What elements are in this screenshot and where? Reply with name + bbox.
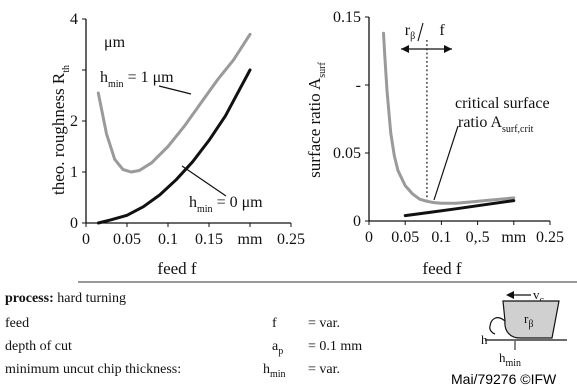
left-y-unit: μm [104, 34, 126, 51]
process-title-rest: hard turning [54, 291, 126, 306]
chart-1-x-tick-label-1: 0.05 [391, 229, 419, 246]
process-row-depth-symbol-sub: p [278, 346, 283, 357]
vc-main: v [533, 287, 540, 302]
process-title: process: hard turning [5, 291, 126, 306]
right-y-axis-title: surface ratio Asurf [305, 62, 328, 178]
left-x-axis-title: feed f [157, 259, 197, 278]
h-label: h [481, 332, 488, 347]
process-row-depth-symbol: ap [272, 339, 283, 357]
chart-0-y-tick-label-0: 0 [70, 215, 78, 232]
critical-line-2-prefix: ratio A [458, 114, 502, 131]
left-hmin0-prefix: h [189, 194, 197, 211]
critical-line-2: ratio Asurf,crit [458, 114, 534, 135]
left-hmin1-prefix: h [100, 69, 108, 86]
process-title-bold: process: [5, 291, 54, 306]
chart-1-x-tick-label-4: mm [501, 229, 526, 246]
chart-0-x-tick-label-5: 0.25 [277, 231, 305, 248]
chart-1-y-tick-label-0: 0 [353, 213, 361, 230]
process-row-depth-label: depth of cut [5, 339, 72, 354]
right-x-axis-title: feed f [422, 259, 462, 278]
chart-1-x-tick-label-2: 0.1 [431, 229, 451, 246]
svg-text:surface ratio Asurf: surface ratio Asurf [305, 62, 328, 178]
hmin-sub: min [506, 358, 522, 369]
left-hmin0-label: hmin = 0 μm [189, 194, 263, 215]
process-row-feed-symbol-main: f [272, 316, 277, 331]
chart-0-y-tick-label-1: 1 [70, 164, 78, 181]
chart-0-x-tick-label-2: 0.1 [158, 231, 178, 248]
right-y-axis-prefix: surface ratio A [305, 77, 324, 178]
critical-leader [433, 125, 459, 201]
chart-1-y-tick-label-1: 0.05 [333, 145, 361, 162]
process-row-feed-value: = var. [308, 316, 340, 331]
process-row-hmin-symbol-sub: min [270, 369, 286, 380]
left-ticks: 0 0.05 0.1 0.15 mm 0.25 0 1 2 4 [70, 11, 305, 248]
right-chart: surface ratio Asurf 0 0.05 0.1 0,.5 mm 0.2500… [305, 9, 564, 278]
tool-sketch: vc rβ h hmin [481, 287, 567, 369]
chart-1-x-tick-label-5: 0.25 [536, 229, 564, 246]
process-row-hmin-symbol-main: h [263, 362, 270, 377]
chart-0-x-tick-label-1: 0.05 [113, 231, 141, 248]
chart-0-y-tick-label-4: 4 [70, 11, 78, 28]
chart-0-x-tick-label-3: 0.15 [195, 231, 223, 248]
tool-chip-curve [489, 317, 506, 335]
chart-1-x-tick-label-0: 0 [365, 229, 373, 246]
left-series [96, 32, 252, 225]
chart-0-x-tick-label-4: mm [238, 231, 263, 248]
process-block: process: hard turning feed f = var. dept… [5, 291, 362, 380]
r-beta-label: rβ [405, 22, 415, 42]
process-row-depth-value: = 0.1 mm [308, 339, 362, 354]
tool-r-main: r [524, 311, 529, 326]
chart-1-x-tick-label-3: 0,.5 [466, 229, 490, 246]
tool-insert-shape [502, 300, 560, 339]
left-hmin1-leader [158, 85, 192, 95]
hmin-label: hmin [499, 350, 521, 369]
right-y-axis-sub: surf [317, 62, 328, 78]
chart-1-series-1 [403, 199, 516, 218]
hmin-main: h [499, 350, 506, 365]
left-hmin1-label: hmin = 1 μm [100, 69, 174, 90]
left-hmin0-sub: min [197, 204, 213, 215]
chart-1-y-tick-label-3: 0.15 [333, 9, 361, 26]
left-hmin0-suffix: = 0 μm [213, 194, 264, 211]
left-hmin1-suffix: = 1 μm [124, 69, 175, 86]
left-hmin1-sub: min [108, 79, 124, 90]
process-row-hmin-label: minimum uncut chip thickness: [5, 362, 181, 377]
right-series [382, 31, 516, 218]
chart-0-series-0 [96, 32, 252, 174]
vc-arrow-head [506, 291, 514, 299]
critical-line-1: critical surface [455, 95, 550, 112]
process-row-hmin-value: = var. [308, 362, 340, 377]
left-y-axis-title: theo. roughness Rth [49, 65, 72, 195]
tool-r-beta-label: rβ [524, 311, 533, 330]
process-row-feed-symbol: f [272, 316, 277, 331]
process-row-depth-symbol-main: a [272, 339, 279, 354]
chart-0-y-tick-label-2: 2 [70, 113, 78, 130]
f-label: f [439, 22, 445, 39]
process-row-hmin-symbol: hmin [263, 362, 286, 380]
process-row-feed-label: feed [5, 316, 29, 331]
svg-text:theo. roughness Rth: theo. roughness Rth [49, 65, 72, 195]
tool-r-sub: β [528, 319, 533, 330]
left-hmin0-leader [181, 165, 227, 197]
figure-credit: Mai/79276 ©IFW [451, 371, 557, 387]
right-ticks: 0 0.05 0.1 0,.5 mm 0.25 0 0.05 - 0.15 [333, 9, 564, 246]
chart-1-y-tick-label-2: - [356, 77, 361, 94]
chart-0-series-1 [96, 68, 252, 225]
critical-line-2-sub: surf,crit [502, 124, 534, 135]
chart-1-series-0 [382, 31, 516, 205]
left-y-axis-prefix: theo. roughness R [49, 72, 68, 195]
feed-arrow-left [401, 45, 409, 53]
r-beta-main: r [405, 22, 411, 39]
feed-arrow-right [444, 45, 452, 53]
r-beta-separator [417, 22, 424, 42]
left-chart: theo. roughness Rth μm 0 0.05 0.1 0.15 mm 0.2… [49, 11, 305, 278]
chart-0-x-tick-label-0: 0 [82, 231, 90, 248]
r-beta-sub: β [410, 31, 415, 42]
left-y-axis-sub: th [61, 65, 72, 73]
